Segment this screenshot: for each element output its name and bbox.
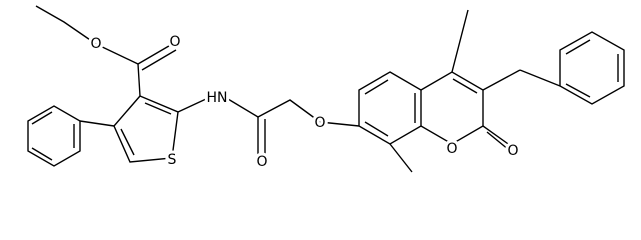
bond <box>137 63 141 97</box>
bond <box>120 128 135 156</box>
bond <box>227 98 259 118</box>
bond <box>565 83 591 98</box>
bond <box>31 147 53 161</box>
bond <box>177 98 207 113</box>
atom-label: O <box>314 115 325 131</box>
bond <box>451 9 469 73</box>
bond <box>79 120 115 127</box>
bond <box>319 121 360 127</box>
bond <box>137 42 175 65</box>
bond <box>519 69 561 87</box>
atom-label: O <box>446 141 457 157</box>
ring <box>358 71 422 145</box>
bond <box>482 69 521 91</box>
bond <box>389 143 413 173</box>
ring <box>420 71 484 145</box>
bond <box>35 5 97 45</box>
atom-label: S <box>168 152 177 168</box>
atom-label: O <box>90 36 101 52</box>
molecule-diagram: O O HN S O O O O <box>27 5 625 173</box>
ring <box>559 31 625 105</box>
page: {"atoms": [ {"label": "O"}, {"label": "O… <box>27 5 625 173</box>
bond <box>364 121 389 137</box>
bond <box>141 49 177 71</box>
bond <box>364 79 389 95</box>
bond <box>31 111 53 125</box>
bond <box>257 99 321 123</box>
bond <box>486 131 510 151</box>
atom-labels: O O HN S O O O O <box>87 31 521 173</box>
ring <box>27 105 81 167</box>
bond <box>452 78 478 94</box>
atom-label: O <box>169 34 180 50</box>
bond <box>144 102 172 115</box>
atom-label: HN <box>207 90 228 106</box>
atom-label: O <box>256 154 267 170</box>
bond <box>95 43 139 65</box>
bond <box>482 125 512 147</box>
atom-label: O <box>507 143 518 159</box>
ring <box>113 95 179 163</box>
bonds <box>27 5 625 173</box>
bond <box>565 39 591 55</box>
